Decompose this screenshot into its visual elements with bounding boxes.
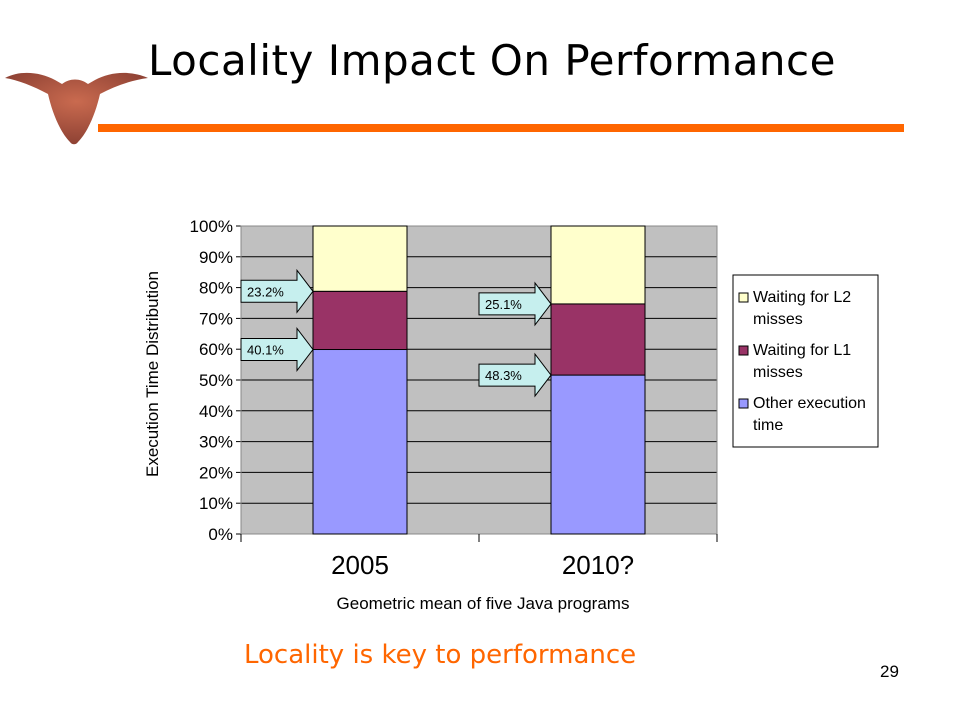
y-axis-title: Execution Time Distribution — [143, 271, 162, 477]
tagline: Locality is key to performance — [244, 640, 637, 670]
x-category-label: 2010? — [562, 550, 634, 580]
y-tick-label: 40% — [199, 402, 233, 421]
slide-title: Locality Impact On Performance — [148, 36, 836, 85]
x-category-label: 2005 — [331, 550, 389, 580]
annotation-arrow — [240, 327, 314, 372]
annotation-label: 40.1% — [247, 343, 284, 358]
bar-segment — [312, 349, 408, 535]
y-tick-label: 60% — [199, 340, 233, 359]
bar-segment — [550, 225, 646, 305]
annotation-arrow — [240, 268, 314, 314]
y-tick-label: 10% — [199, 494, 233, 513]
annotation-label: 23.2% — [247, 284, 284, 299]
legend-box — [732, 274, 879, 448]
y-tick-label: 50% — [199, 371, 233, 390]
bar-segment — [550, 303, 646, 376]
annotation-label: 25.1% — [485, 297, 522, 312]
y-tick-label: 70% — [199, 309, 233, 328]
legend-swatch — [738, 398, 749, 409]
bar-segment — [312, 225, 408, 292]
annotation-label: 48.3% — [485, 368, 522, 383]
y-tick-label: 100% — [190, 217, 233, 236]
legend-label: Other execution time — [753, 395, 866, 434]
bar-segment — [312, 290, 408, 351]
y-tick-label: 80% — [199, 279, 233, 298]
y-tick-label: 20% — [199, 463, 233, 482]
page-number: 29 — [880, 662, 899, 681]
legend-label: Waiting for L2 misses — [753, 289, 851, 328]
x-axis-title: Geometric mean of five Java programs — [337, 594, 630, 613]
y-tick-label: 90% — [199, 248, 233, 267]
y-tick-label: 0% — [208, 525, 233, 544]
annotation-arrow — [478, 352, 552, 398]
legend-label: Waiting for L1 misses — [753, 342, 851, 381]
title-divider — [98, 124, 904, 132]
y-tick-label: 30% — [199, 433, 233, 452]
legend-swatch — [738, 345, 749, 356]
longhorn-logo-icon — [5, 72, 148, 145]
annotation-arrow — [478, 281, 552, 327]
legend-swatch — [738, 292, 749, 303]
bar-segment — [550, 374, 646, 535]
